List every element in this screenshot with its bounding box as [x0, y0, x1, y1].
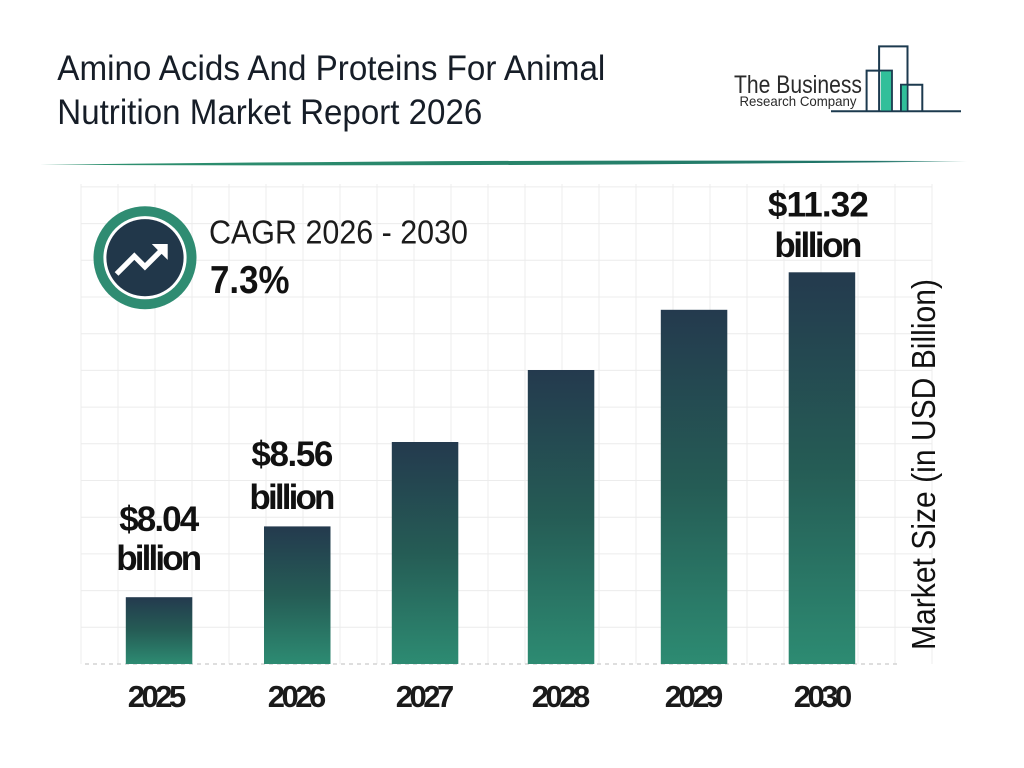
svg-text:2030: 2030 — [794, 679, 853, 714]
svg-text:$8.56: $8.56 — [251, 435, 333, 474]
svg-text:CAGR 2026 - 2030: CAGR 2026 - 2030 — [209, 214, 468, 251]
svg-text:$8.04: $8.04 — [119, 500, 200, 539]
svg-text:Market Size (in USD Billion): Market Size (in USD Billion) — [905, 279, 942, 650]
svg-text:billion: billion — [249, 478, 335, 517]
svg-text:Amino Acids And Proteins For A: Amino Acids And Proteins For Animal — [57, 48, 605, 88]
svg-text:Nutrition Market Report 2026: Nutrition Market Report 2026 — [57, 92, 482, 132]
svg-text:The Business: The Business — [734, 72, 862, 99]
svg-text:billion: billion — [116, 539, 202, 578]
svg-text:$11.32: $11.32 — [768, 186, 869, 225]
svg-text:2026: 2026 — [268, 679, 327, 714]
svg-text:2027: 2027 — [396, 679, 455, 714]
svg-text:2025: 2025 — [128, 679, 187, 714]
svg-text:2028: 2028 — [532, 679, 591, 714]
svg-text:Research Company: Research Company — [740, 93, 857, 109]
svg-text:2029: 2029 — [665, 679, 724, 714]
svg-text:billion: billion — [774, 226, 862, 265]
svg-text:7.3%: 7.3% — [210, 259, 290, 302]
